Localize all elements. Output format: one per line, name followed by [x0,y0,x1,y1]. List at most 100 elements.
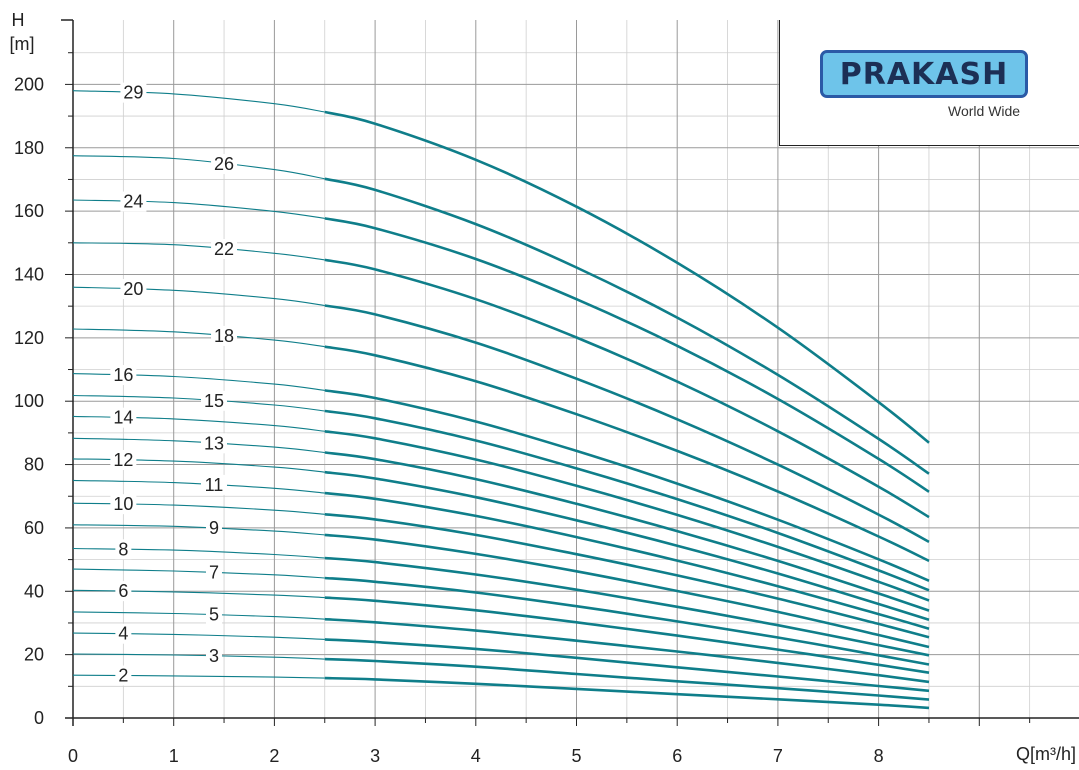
curve-3-thick [324,657,930,701]
y-tick-label: 40 [24,581,44,601]
curve-group: 2 3 4 5 6 7 8 9 10 11 12 13 14 15 16 18 20 22 24 26 29 [72,82,930,710]
curve-16-thick [324,389,930,582]
y-tick-label: 100 [14,391,44,411]
curve-label-bg [205,518,222,539]
curve-10-thick [324,513,930,639]
curve-14-thick [324,430,930,602]
curve-label-9: 9 [209,518,219,538]
y-tick-label: 60 [24,518,44,538]
curve-8-thick [324,556,930,657]
curve-label-bg [110,365,137,386]
y-axis-unit: [m] [10,34,35,54]
curve-label-bg [115,581,132,602]
curve-24-thick [324,217,930,493]
curve-label-bg [205,562,222,583]
curve-5-thin [72,611,325,620]
curve-label-bg [200,390,227,411]
curve-label-bg [211,154,238,175]
curve-label-bg [211,325,238,346]
curve-7-thin [72,568,325,579]
y-tick-label: 80 [24,455,44,475]
x-tick-label: 5 [571,746,581,766]
curve-20-thick [324,304,930,544]
x-tick-label: 3 [370,746,380,766]
curve-label-bg [115,539,132,560]
curve-12-thick [324,470,930,622]
curve-8-thin [72,547,325,559]
curve-2-thin [72,674,325,679]
curve-20-thin [72,286,325,307]
x-tick-label: 1 [169,746,179,766]
curve-5-thick [324,617,930,684]
curve-label-6: 6 [118,581,128,601]
curve-label-bg [110,449,137,470]
curve-label-22: 22 [214,239,234,259]
curve-29-thick [324,110,930,444]
curve-label-16: 16 [113,365,133,385]
curve-label-15: 15 [204,391,224,411]
curve-label-bg [115,623,132,644]
logo-panel: PRAKASH World Wide [779,20,1079,146]
curve-2-thick [324,676,930,710]
curve-label-2: 2 [118,666,128,686]
curve-6-thin [72,589,325,599]
curve-label-3: 3 [209,646,219,666]
curve-26-thick [324,177,930,475]
curve-label-12: 12 [113,450,133,470]
y-tick-label: 120 [14,328,44,348]
curve-label-5: 5 [209,605,219,625]
curve-label-18: 18 [214,326,234,346]
curve-label-8: 8 [118,539,128,559]
curve-label-11: 11 [205,475,224,495]
curve-label-bg [120,191,147,212]
curve-label-14: 14 [113,408,133,428]
x-tick-label: 6 [672,746,682,766]
curve-26-thin [72,155,325,180]
curve-label-bg [200,433,227,454]
curve-4-thin [72,632,325,640]
curve-6-thick [324,596,930,674]
y-tick-label: 180 [14,138,44,158]
curve-label-bg [211,238,238,259]
y-tick-label: 200 [14,74,44,94]
curve-label-bg [120,82,147,103]
curve-18-thick [324,345,930,563]
curve-label-29: 29 [123,83,143,103]
curve-29-thin [72,90,325,113]
curve-label-24: 24 [123,192,143,212]
curve-label-bg [115,665,132,686]
curve-11-thick [324,491,930,630]
y-tick-label: 20 [24,645,44,665]
curve-label-10: 10 [113,494,133,514]
curve-label-20: 20 [123,279,143,299]
brand-tagline: World Wide [948,103,1021,119]
curve-label-26: 26 [214,154,234,174]
curve-22-thin [72,242,325,261]
x-tick-label: 0 [68,746,78,766]
curve-24-thin [72,199,325,219]
curve-9-thick [324,533,930,649]
axes [61,19,1079,726]
x-tick-label: 7 [773,746,783,766]
x-tick-label: 2 [269,746,279,766]
curve-label-4: 4 [118,624,128,644]
brand-logo: PRAKASH [820,50,1028,98]
x-tick-label: 8 [874,746,884,766]
curve-label-bg [205,645,222,666]
curve-label-bg [110,494,137,515]
y-tick-label: 160 [14,201,44,221]
y-tick-label: 140 [14,264,44,284]
curve-11-thin [72,479,325,494]
x-tick-label: 4 [471,746,481,766]
curve-9-thin [72,524,325,536]
curve-7-thick [324,576,930,666]
y-tick-label: 0 [34,708,44,728]
curve-label-bg [205,604,222,625]
curve-label-13: 13 [204,433,224,453]
curve-label-bg [200,474,227,495]
curve-4-thick [324,638,930,693]
curve-label-bg [120,279,147,300]
curve-22-thick [324,258,930,519]
